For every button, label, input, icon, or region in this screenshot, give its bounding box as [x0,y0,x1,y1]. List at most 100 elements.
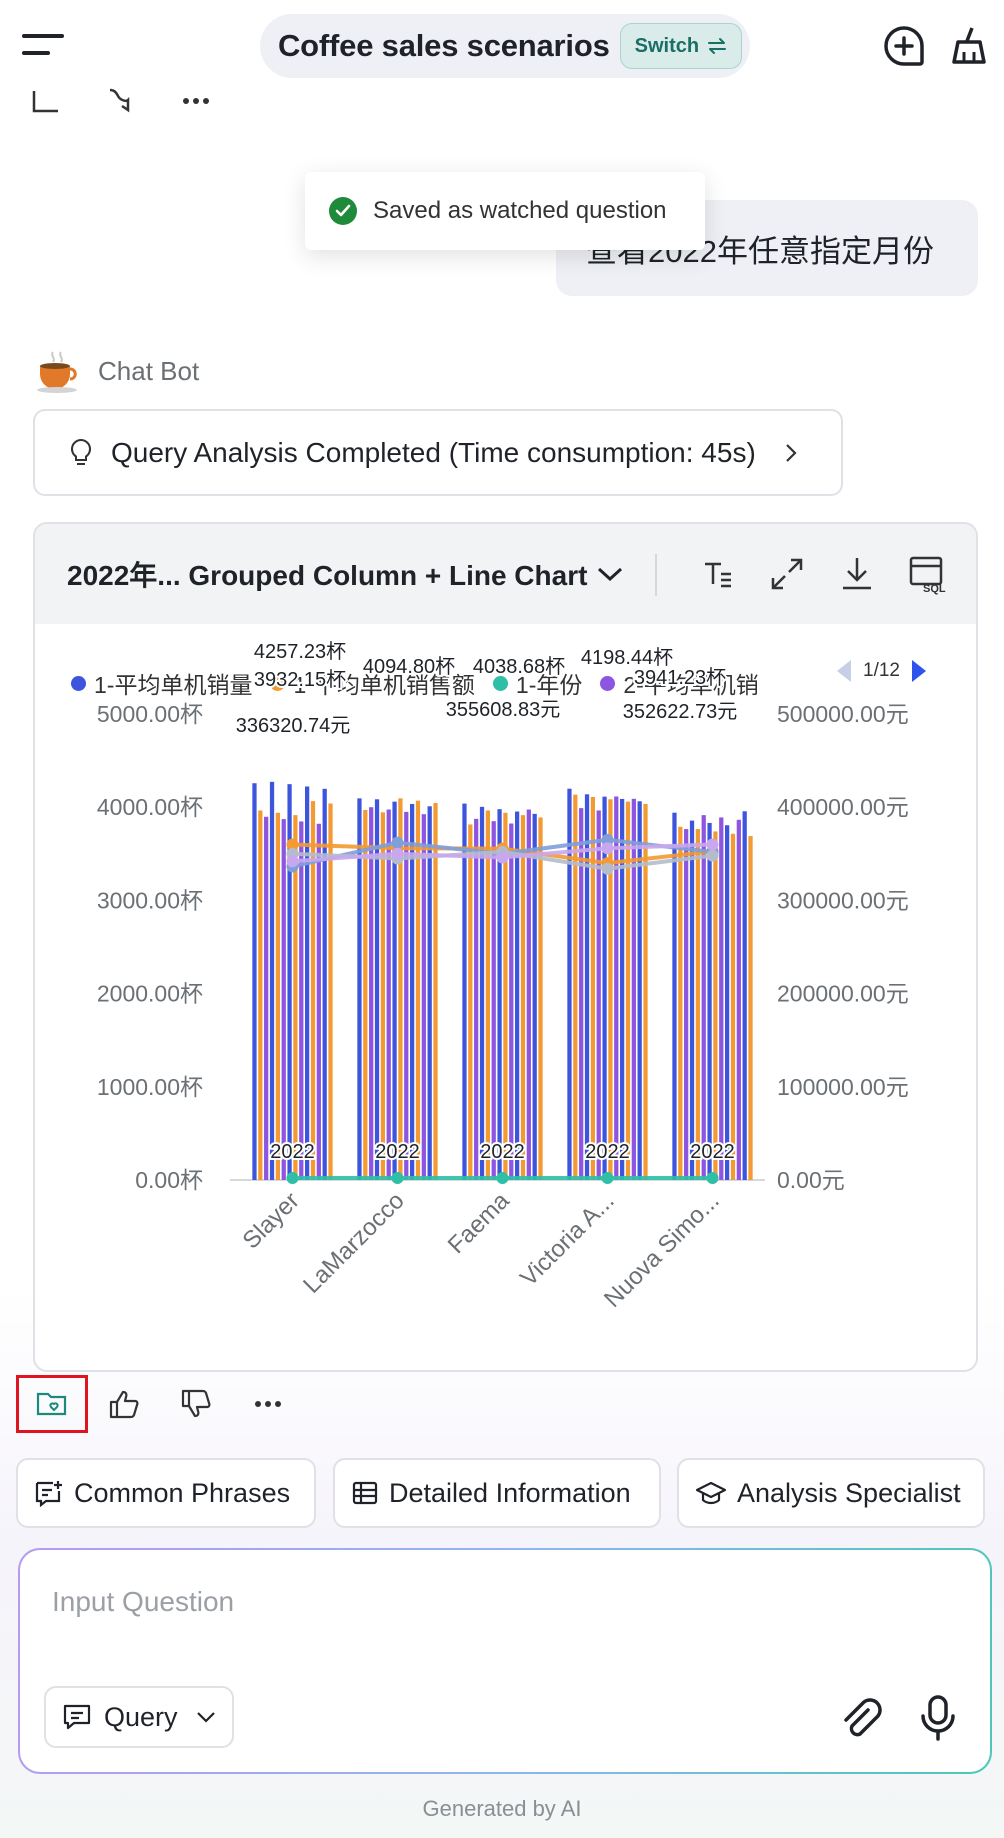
x-tick-label: Faema [443,1187,515,1259]
switch-label: Switch [634,34,700,57]
legend-label: 1-年份 [515,672,583,698]
watch-question-button[interactable] [16,1375,88,1433]
year-data-label: 2022 [375,1141,420,1163]
legend-item[interactable]: 1-平均单机销售额 [270,666,475,700]
bar [299,821,304,1180]
y-left-tick-label: 4000.00杯 [97,794,203,820]
mode-select[interactable]: Query [44,1686,234,1748]
bar [305,786,310,1180]
chart-card: 2022年... Grouped Column + Line Chart SQL… [33,522,978,1372]
line-point [706,1172,719,1184]
bar [404,811,409,1180]
new-chat-icon[interactable] [882,24,926,68]
menu-icon[interactable] [22,32,66,62]
common-phrases-chip[interactable]: Common Phrases [16,1458,316,1528]
more-actions-button[interactable] [232,1375,304,1433]
graduation-cap-icon [695,1481,727,1505]
year-data-label: 2022 [480,1141,525,1163]
y-left-tick-label: 0.00杯 [135,1167,203,1193]
chat-mode-icon [63,1704,91,1730]
year-data-label: 2022 [270,1141,315,1163]
legend-item[interactable]: 1-平均单机销量 [71,666,252,700]
bar [287,784,292,1180]
switch-scene-button[interactable]: Switch [619,23,743,69]
bar [596,810,601,1180]
detailed-information-chip[interactable]: Detailed Information [333,1458,661,1528]
bar [515,811,520,1180]
analysis-specialist-label: Analysis Specialist [737,1477,961,1508]
table-icon [352,1481,378,1505]
bar [491,821,496,1180]
y-left-tick-label: 5000.00杯 [97,701,203,727]
year-data-label: 2022 [585,1141,630,1163]
line-point [706,838,719,851]
bar [386,809,391,1180]
download-icon[interactable] [835,552,879,596]
x-tick-label: Victoria A... [515,1187,620,1292]
expand-icon[interactable] [765,552,809,596]
y-left-tick-label: 3000.00杯 [97,887,203,913]
bar [701,815,706,1180]
year-data-label: 2022 [690,1141,735,1163]
legend-label: 2-平均单机销 [623,672,759,698]
legend-marker [492,675,508,691]
analysis-status-text: Query Analysis Completed (Time consumpti… [111,436,756,468]
bar [322,788,327,1180]
legend-next-icon[interactable] [910,658,928,684]
bar [579,808,584,1180]
bar [584,794,590,1180]
message-actions [16,1374,304,1434]
bar [684,829,689,1180]
lightbulb-icon [70,438,92,465]
thumbs-up-icon[interactable] [30,87,64,115]
legend-marker [600,675,616,691]
sql-icon[interactable]: SQL [905,552,949,596]
text-format-icon[interactable] [695,552,739,596]
thumbs-down-icon[interactable] [106,86,140,116]
more-icon[interactable] [182,96,210,106]
bar [614,796,619,1180]
swap-arrows-icon [708,38,727,54]
bar [421,814,426,1180]
coffee-cup-avatar-icon [37,351,77,393]
attachment-icon[interactable] [838,1696,884,1742]
bar [526,809,531,1180]
y-right-tick-label: 200000.00元 [777,981,909,1007]
bar [608,799,613,1180]
y-right-tick-label: 400000.00元 [777,794,909,820]
chart-plot: 5000.00杯 4000.00杯 3000.00杯 2000.00杯 1000.00杯… [97,638,909,1313]
dislike-button[interactable] [160,1375,232,1433]
bar [637,801,642,1180]
legend-item[interactable]: 1-年份 [492,666,583,700]
legend-label: 1-平均单机销量 [94,672,253,698]
legend-item[interactable]: 2-平均单机销 [600,666,759,700]
bot-header: Chat Bot [36,348,199,394]
line-point [286,838,299,851]
line-point [601,862,614,875]
header-divider [655,554,657,596]
chevron-down-icon[interactable] [597,566,623,582]
like-button[interactable] [88,1375,160,1433]
bar [748,836,753,1180]
question-input-box[interactable]: Input Question Query [18,1548,992,1774]
legend-prev-icon[interactable] [835,658,853,684]
clear-broom-icon[interactable] [948,24,992,68]
bar [509,823,514,1180]
y-right-tick-label: 0.00元 [777,1167,845,1193]
bar [252,783,257,1180]
bar [275,812,280,1180]
bar [264,816,269,1180]
line-point [496,851,509,864]
mode-label: Query [104,1701,178,1732]
microphone-icon[interactable] [918,1694,958,1742]
bar [643,803,648,1180]
scene-selector: Coffee sales scenarios Switch [260,14,750,78]
analysis-specialist-chip[interactable]: Analysis Specialist [677,1458,985,1528]
chart-title[interactable]: 2022年... Grouped Column + Line Chart [67,560,588,591]
thumbs-up-icon [109,1390,139,1419]
line-point [601,842,614,855]
bar [258,810,263,1180]
bar [369,807,374,1180]
question-input[interactable]: Input Question [52,1586,235,1617]
query-analysis-panel[interactable]: Query Analysis Completed (Time consumpti… [33,409,843,496]
